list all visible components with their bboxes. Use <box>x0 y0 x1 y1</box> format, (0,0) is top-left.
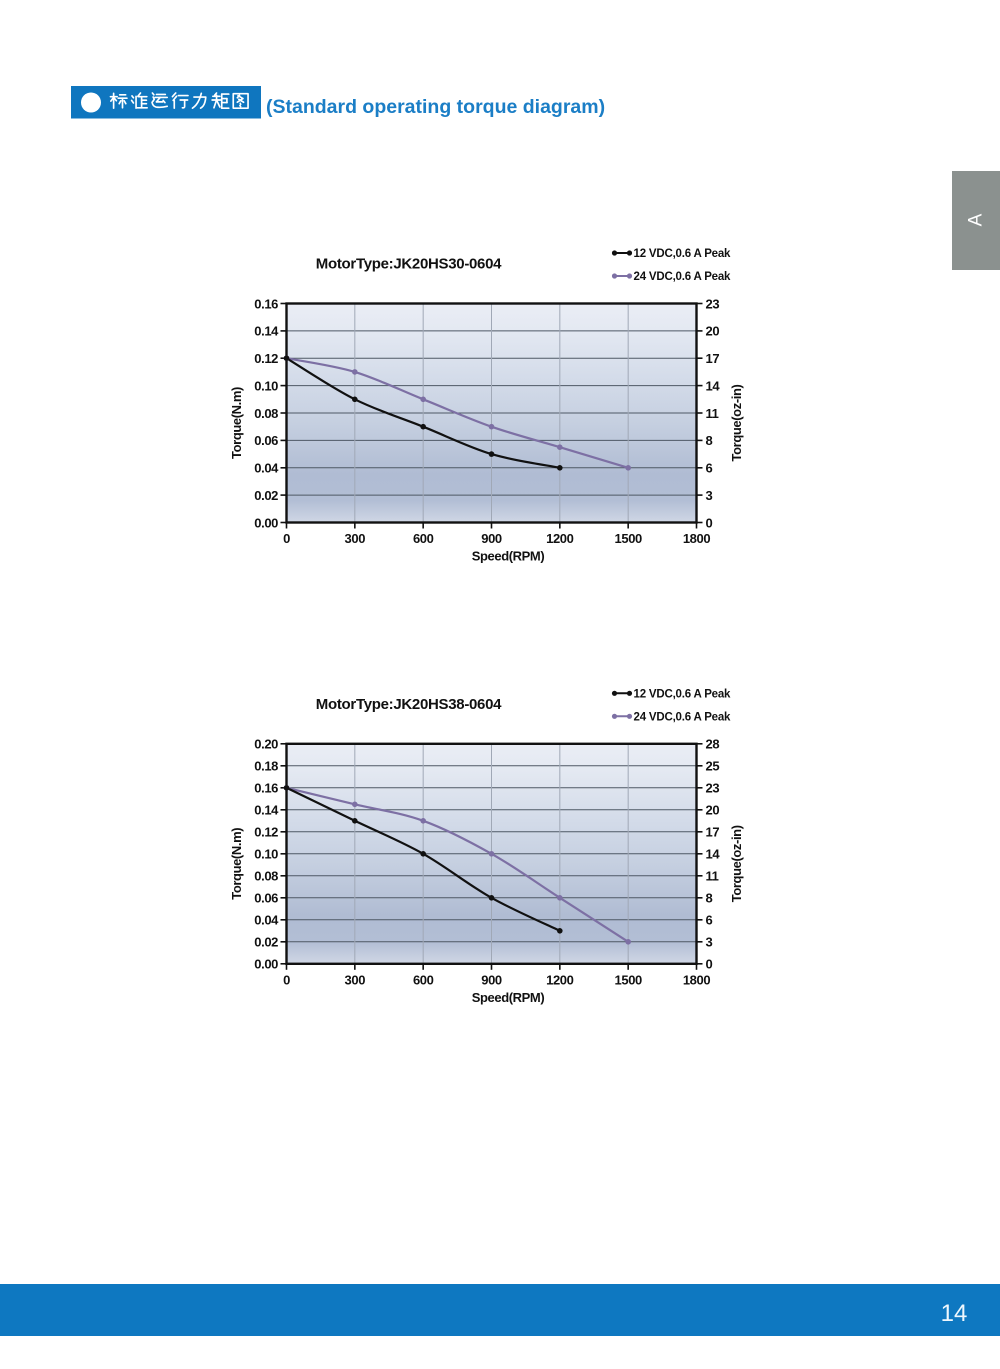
svg-text:11: 11 <box>706 406 719 421</box>
svg-text:0.16: 0.16 <box>254 781 278 796</box>
svg-text:300: 300 <box>345 531 366 546</box>
svg-text:0.02: 0.02 <box>254 935 278 950</box>
svg-text:8: 8 <box>706 433 713 448</box>
svg-text:0.04: 0.04 <box>254 461 279 476</box>
svg-text:23: 23 <box>706 781 720 796</box>
svg-text:0.00: 0.00 <box>254 957 278 972</box>
svg-text:6: 6 <box>706 913 713 928</box>
svg-text:1800: 1800 <box>683 972 710 987</box>
svg-text:0.06: 0.06 <box>254 891 278 906</box>
svg-text:0: 0 <box>283 972 290 987</box>
svg-text:14: 14 <box>941 1300 968 1327</box>
svg-text:0.06: 0.06 <box>254 433 278 448</box>
svg-text:0.08: 0.08 <box>254 869 278 884</box>
svg-text:1200: 1200 <box>546 972 573 987</box>
svg-text:600: 600 <box>413 531 434 546</box>
svg-text:0: 0 <box>706 515 713 530</box>
svg-text:600: 600 <box>413 972 434 987</box>
svg-text:11: 11 <box>706 869 719 884</box>
svg-text:8: 8 <box>706 891 713 906</box>
svg-text:24 VDC,0.6 A Peak: 24 VDC,0.6 A Peak <box>634 712 732 724</box>
svg-text:Torque(oz-in): Torque(oz-in) <box>729 825 744 902</box>
svg-text:1500: 1500 <box>615 531 642 546</box>
svg-text:0.08: 0.08 <box>254 406 278 421</box>
svg-text:Speed(RPM): Speed(RPM) <box>472 549 545 564</box>
svg-text:MotorType:JK20HS38-0604: MotorType:JK20HS38-0604 <box>316 696 502 713</box>
svg-text:14: 14 <box>706 378 721 393</box>
svg-text:28: 28 <box>706 737 720 752</box>
svg-text:Torque(N.m): Torque(N.m) <box>229 387 244 459</box>
svg-text:1800: 1800 <box>683 531 710 546</box>
svg-text:0.04: 0.04 <box>254 913 279 928</box>
svg-text:3: 3 <box>706 935 713 950</box>
svg-text:14: 14 <box>706 847 721 862</box>
svg-text:(Standard operating torque dia: (Standard operating torque diagram) <box>266 96 605 118</box>
svg-text:300: 300 <box>345 972 366 987</box>
svg-text:Speed(RPM): Speed(RPM) <box>472 990 545 1005</box>
svg-text:1200: 1200 <box>546 531 573 546</box>
svg-text:0.10: 0.10 <box>254 378 278 393</box>
svg-text:3: 3 <box>706 488 713 503</box>
svg-text:0.10: 0.10 <box>254 847 278 862</box>
svg-text:900: 900 <box>481 531 502 546</box>
svg-text:20: 20 <box>706 324 720 339</box>
svg-text:0.02: 0.02 <box>254 488 278 503</box>
svg-text:MotorType:JK20HS30-0604: MotorType:JK20HS30-0604 <box>316 256 502 273</box>
svg-text:A: A <box>966 213 987 226</box>
svg-text:1500: 1500 <box>615 972 642 987</box>
svg-text:Torque(N.m): Torque(N.m) <box>229 828 244 900</box>
svg-text:0.20: 0.20 <box>254 737 278 752</box>
svg-text:17: 17 <box>706 351 720 366</box>
svg-text:0.14: 0.14 <box>254 324 279 339</box>
svg-text:12 VDC,0.6 A Peak: 12 VDC,0.6 A Peak <box>634 689 732 701</box>
svg-text:0.18: 0.18 <box>254 759 278 774</box>
svg-text:0.00: 0.00 <box>254 515 278 530</box>
svg-text:Torque(oz-in): Torque(oz-in) <box>729 384 744 461</box>
svg-text:0.16: 0.16 <box>254 296 278 311</box>
svg-text:6: 6 <box>706 461 713 476</box>
svg-text:0.12: 0.12 <box>254 825 278 840</box>
svg-text:17: 17 <box>706 825 720 840</box>
svg-text:0.12: 0.12 <box>254 351 278 366</box>
svg-text:24 VDC,0.6 A Peak: 24 VDC,0.6 A Peak <box>634 271 732 283</box>
svg-text:0.14: 0.14 <box>254 803 279 818</box>
svg-text:20: 20 <box>706 803 720 818</box>
svg-text:23: 23 <box>706 296 720 311</box>
svg-text:0: 0 <box>283 531 290 546</box>
svg-text:900: 900 <box>481 972 502 987</box>
svg-text:12 VDC,0.6 A Peak: 12 VDC,0.6 A Peak <box>634 248 732 260</box>
svg-text:0: 0 <box>706 957 713 972</box>
svg-text:25: 25 <box>706 759 720 774</box>
